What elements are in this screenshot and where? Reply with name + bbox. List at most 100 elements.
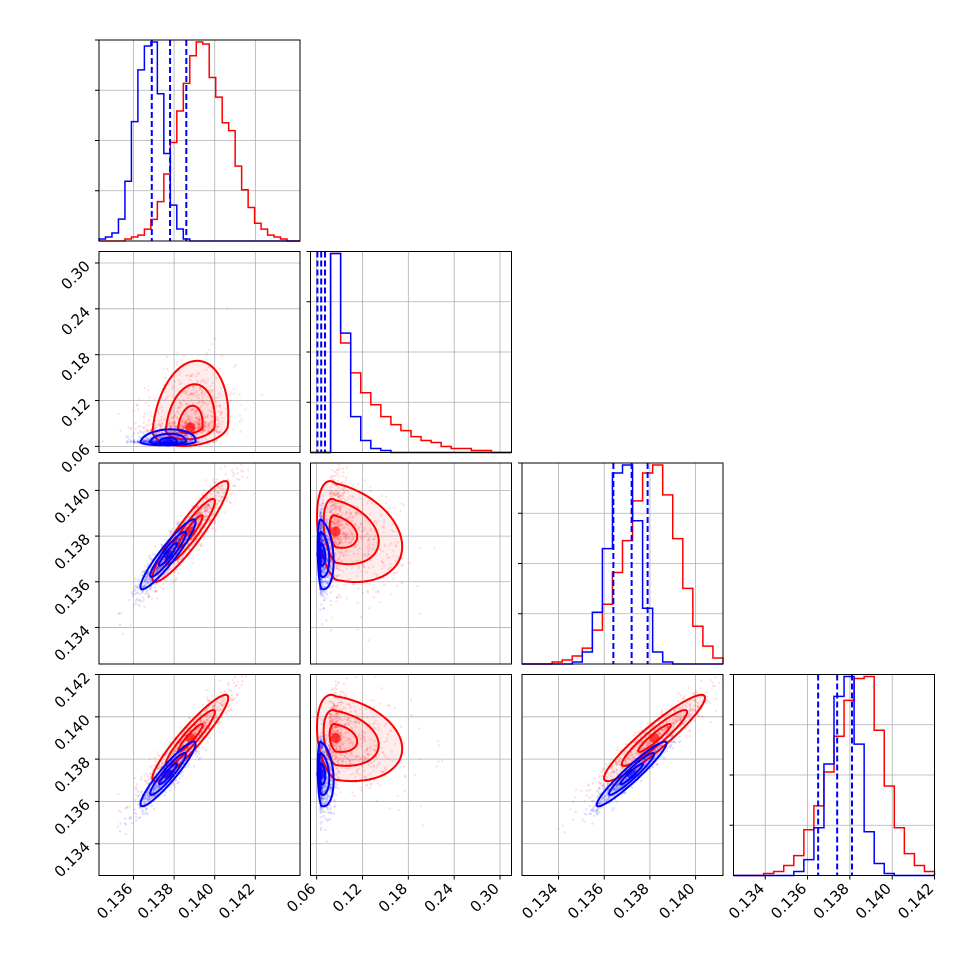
sample-point xyxy=(195,417,198,420)
sample-point xyxy=(168,422,172,425)
sample-point xyxy=(179,402,182,405)
sample-point xyxy=(136,408,140,411)
sample-point xyxy=(135,585,139,588)
panel-content xyxy=(117,448,253,636)
sample-point xyxy=(322,585,326,588)
sample-point xyxy=(213,522,217,525)
sample-point xyxy=(321,577,324,580)
sample-point xyxy=(206,509,209,512)
sample-point xyxy=(179,402,182,405)
sample-point xyxy=(342,471,345,474)
sample-point xyxy=(318,513,322,517)
sample-point xyxy=(213,520,217,524)
sample-point xyxy=(171,424,174,428)
sample-point xyxy=(185,390,188,393)
sample-point xyxy=(196,423,199,427)
sample-point xyxy=(174,434,177,438)
sample-point xyxy=(338,595,342,599)
sample-point xyxy=(234,675,237,679)
sample-point xyxy=(325,557,329,561)
sample-point xyxy=(189,538,193,542)
sample-point xyxy=(134,577,137,581)
sample-point xyxy=(369,485,372,488)
sample-point xyxy=(211,382,214,385)
sample-point xyxy=(132,409,135,413)
sample-point xyxy=(187,420,191,423)
sample-point xyxy=(335,468,339,472)
sample-point xyxy=(137,790,140,794)
sample-point xyxy=(119,429,122,433)
sample-point xyxy=(207,429,210,432)
sample-point xyxy=(186,402,189,406)
sample-point xyxy=(153,439,156,443)
sample-point xyxy=(218,430,221,434)
sample-point xyxy=(324,518,328,521)
sample-point xyxy=(154,440,157,443)
sample-point xyxy=(194,423,198,426)
sample-point xyxy=(147,595,150,599)
sample-point xyxy=(168,529,171,533)
sample-point xyxy=(177,560,180,564)
sample-point xyxy=(209,492,213,495)
sample-point xyxy=(326,552,329,555)
sample-point xyxy=(137,578,140,582)
sample-point xyxy=(147,571,150,575)
sample-point xyxy=(216,423,219,426)
sample-point xyxy=(173,415,176,418)
sample-point xyxy=(188,393,191,396)
sample-point xyxy=(136,439,139,443)
sample-point xyxy=(321,623,324,626)
sample-point xyxy=(118,623,122,627)
sample-point xyxy=(181,556,185,559)
sample-point xyxy=(195,507,198,510)
sample-point xyxy=(165,396,169,399)
sample-point xyxy=(232,474,235,478)
sample-point xyxy=(147,420,150,423)
sample-point xyxy=(209,420,213,424)
sample-point xyxy=(143,812,146,815)
sample-point xyxy=(145,582,148,586)
sample-point xyxy=(196,505,199,508)
sample-point xyxy=(195,415,198,419)
sample-point xyxy=(189,415,192,418)
sample-point xyxy=(155,567,158,570)
sample-point xyxy=(194,420,197,423)
sample-point xyxy=(144,440,148,443)
sample-point xyxy=(179,726,183,729)
sample-point xyxy=(170,416,173,420)
sample-point xyxy=(159,424,162,427)
sample-point xyxy=(233,365,236,369)
sample-point xyxy=(225,499,229,503)
sample-point xyxy=(251,448,253,450)
sample-point xyxy=(196,432,199,435)
sample-point xyxy=(127,598,130,602)
sample-point xyxy=(192,765,196,768)
sample-point xyxy=(174,424,177,428)
sample-point xyxy=(176,524,179,527)
sample-point xyxy=(209,485,212,488)
sample-point xyxy=(148,424,151,427)
sample-point xyxy=(135,441,139,444)
sample-point xyxy=(241,475,244,479)
sample-point xyxy=(200,379,203,382)
sample-point xyxy=(402,503,406,507)
sample-point xyxy=(203,514,206,517)
sample-point xyxy=(232,484,236,487)
sample-point xyxy=(202,378,205,382)
sample-point xyxy=(132,431,136,435)
sample-point xyxy=(179,424,182,428)
sample-point xyxy=(183,425,186,429)
sample-point xyxy=(155,569,158,573)
sample-point xyxy=(218,403,222,407)
sample-point xyxy=(319,522,323,525)
sample-point xyxy=(146,438,149,441)
sample-point xyxy=(153,438,156,441)
sample-point xyxy=(334,552,337,555)
contour-level-0-0 xyxy=(177,404,204,435)
sample-point xyxy=(145,575,148,579)
sample-point xyxy=(152,439,156,443)
sample-point xyxy=(190,398,193,402)
sample-point xyxy=(191,510,195,514)
sample-point xyxy=(341,481,344,484)
sample-point xyxy=(169,789,172,792)
